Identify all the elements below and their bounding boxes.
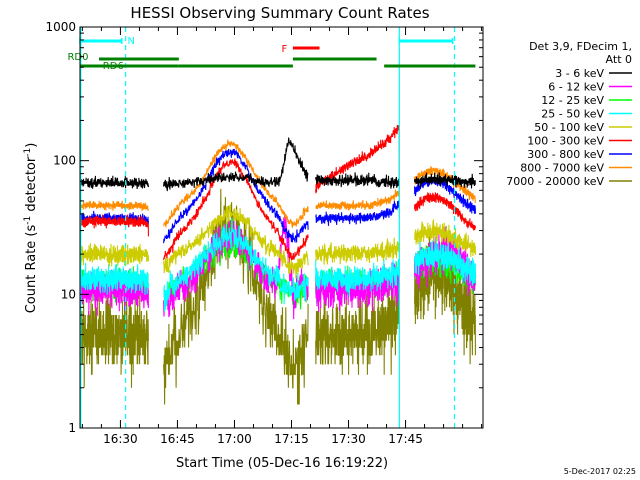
y-axis-label-end: ) [24,143,39,148]
y-tick-label: 1 [68,421,76,435]
legend-entry-label: 3 - 6 keV [555,67,604,80]
x-tick-label: 17:30 [331,432,366,446]
y-axis-label: Count Rate (s-1 detector-1) [23,143,39,314]
x-tick-label: 17:00 [217,432,252,446]
y-tick-label: 1000 [45,20,76,34]
footer-timestamp: 5-Dec-2017 02:25 [564,467,636,476]
legend-entry-label: 100 - 300 keV [527,135,604,148]
legend-entry-label: 12 - 25 keV [541,94,604,107]
x-tick-label: 17:15 [274,432,309,446]
series-line-c [79,217,476,312]
legend-entry-label: 800 - 7000 keV [520,162,604,175]
x-tick-label: 17:45 [388,432,423,446]
y-tick-label: 10 [61,287,76,301]
plot-area: N F RD0 RD6 [67,27,476,428]
y-tick-label: 100 [53,154,76,168]
x-axis-label: Start Time (05-Dec-16 16:19:22) [176,456,388,471]
legend-header-1: Det 3,9, FDecim 1, [529,40,632,53]
flag-label-rd6: RD6 [103,61,124,72]
legend-entry-label: 6 - 12 keV [548,81,604,94]
flag-label-rd0: RD0 [67,52,88,63]
series-line-y [79,203,476,279]
x-tick-label: 16:45 [160,432,195,446]
legend-entry-label: 300 - 800 keV [527,148,604,161]
plot-frame [79,26,484,429]
legend-header-2: Att 0 [606,53,632,66]
y-axis-label-main: Count Rate (s [24,225,39,314]
series-line-o [79,139,476,229]
y-axis-label-sup2: -1 [23,148,33,157]
flag-label-f: F [282,44,288,55]
series-line-k [79,137,476,192]
legend-entry-label: 7000 - 20000 keV [506,175,604,188]
x-tick-label: 16:30 [103,432,138,446]
legend-entry-label: 50 - 100 keV [534,121,604,134]
chart-title: HESSI Observing Summary Count Rates [130,4,429,22]
series-line-r [79,124,476,261]
legend-entry-label: 25 - 50 keV [541,108,604,121]
x-axis: 16:30 16:45 17:00 17:15 17:30 17:45 [81,27,483,446]
flag-label-n: N [128,36,135,47]
y-axis-label-mid: detector [24,156,39,216]
y-axis-label-sup1: -1 [23,216,33,225]
y-axis: 1 10 100 1000 [45,20,483,435]
